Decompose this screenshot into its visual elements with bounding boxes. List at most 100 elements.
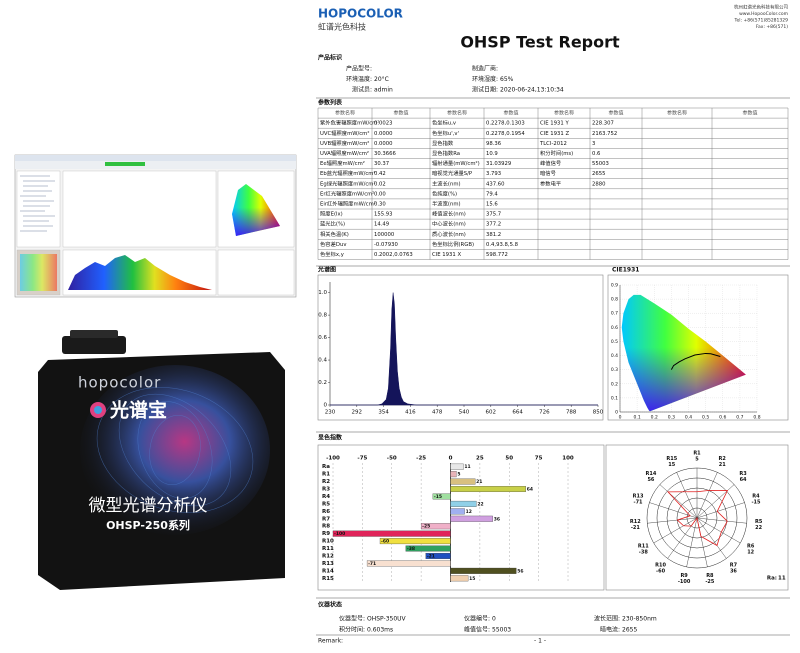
table-cell: 98.36 [486,141,502,147]
table-cell: 相关色温(K) [320,230,349,238]
product-brand: hopocolor [78,374,161,392]
table-cell: 3 [592,141,595,147]
radar-value: -25 [705,579,715,585]
table-cell: 2655 [592,171,605,177]
radar-spoke [676,472,698,519]
table-cell: 598.772 [486,252,508,258]
status-value: 55003 [492,627,511,634]
table-cell: 14.49 [374,222,389,228]
radar-value: -71 [634,499,644,505]
value-label: 36 [494,516,500,522]
x-tick-label: 0 [449,456,453,462]
bar [450,575,469,582]
field-label: 环境湿度: [472,75,498,83]
radar-label: R7 [730,563,738,569]
logo: HOPOCOLOR [318,7,403,21]
y-tick-label: R8 [322,524,330,530]
report-title: OHSP Test Report [460,33,620,52]
summary-label: Ra: [767,576,777,582]
plot-frame [605,444,789,591]
x-tick-label: 602 [486,410,497,416]
table-header: 参数值 [503,110,518,117]
status-value: 2655 [622,627,637,634]
radar-value: 12 [747,550,754,556]
table-cell: Er红光辐照度mW/cm² [320,189,374,197]
x-tick-label: 0.1 [634,415,641,421]
y-tick-label: R4 [322,494,330,500]
radar-value: -38 [639,550,649,556]
spectrum-area [330,292,598,406]
table-cell: 辐射通量(mW/cm²) [432,159,480,167]
table-cell: 色坐标x,y [320,250,344,258]
field-label: 测试员: [352,86,372,94]
value-label: 64 [527,487,533,493]
radar-spoke [696,517,727,559]
radar-spoke [659,484,698,519]
y-tick-label: 0.3 [611,367,618,373]
value-label: -100 [334,531,345,537]
value-label: -38 [407,546,415,552]
summary-value: 11 [778,576,786,582]
section-title: 产品标识 [318,54,342,62]
table-cell: 10.9 [486,151,498,157]
value-label: 15 [469,576,475,582]
x-tick-label: 25 [476,456,484,462]
y-tick-label: 0.2 [318,380,327,386]
radar-spoke [696,517,747,524]
plot-frame [317,274,604,421]
product-photo [38,330,285,590]
radar-label: R3 [739,471,747,477]
remark: Remark: [318,638,343,645]
table-cell: 色纯度(%) [432,189,457,197]
table-cell: 蓝光比(%) [320,220,345,228]
table-cell: 参数电平 [540,179,562,187]
y-tick-label: R7 [322,516,330,522]
radar-spoke [647,517,698,524]
x-tick-label: 50 [505,456,513,462]
x-tick-label: 664 [512,410,523,416]
y-tick-label: 0.1 [611,395,618,401]
y-tick-label: R2 [322,479,330,485]
y-tick-label: R5 [322,501,330,507]
radar-label: R10 [655,563,666,569]
table-cell: Eir红外辐照度mW/cm² [320,199,376,207]
y-tick-label: 0.7 [611,311,618,317]
table-cell: 15.6 [486,201,498,207]
y-tick-label: 0.6 [318,335,327,341]
radar-value: 56 [647,477,654,483]
table-cell: CIE 1931 Z [540,131,569,137]
table-cell: 375.7 [486,212,501,218]
field-value: 65% [500,76,514,83]
product-description: 微型光谱分析仪 [89,496,208,516]
radar-spoke [649,502,698,519]
table-cell: 0.0000 [374,131,393,137]
table-cell: 79.4 [486,191,498,197]
field-label: 产品型号: [346,65,372,73]
table-cell: 155.93 [374,212,393,218]
radar-spoke [653,517,698,544]
table-cell: 0.2278,0.1303 [486,121,525,127]
table-cell: 0.6 [592,151,601,157]
radar-polygon [667,489,729,547]
radar-label: R5 [755,519,763,525]
product-series: OHSP-250系列 [106,518,190,532]
bar [432,493,451,500]
table-cell: 半波宽(nm) [432,199,461,207]
table-header: 参数名称 [335,110,355,117]
radar-label: R9 [680,573,688,579]
address-line: Fax: +86(571) [756,24,788,30]
company-name: 虹谱光色科技 [318,22,366,32]
bar [450,471,457,478]
value-label: -71 [368,561,376,567]
field-label: 测试日期: [472,86,498,94]
radar-spoke [696,484,735,519]
table-cell: 暗视觉光通量S/P [432,169,473,177]
bar [425,552,451,559]
address-line: Tel: +86(571)85281329 [734,18,789,24]
value-label: 56 [517,568,523,574]
chart-title: CIE1931 [612,267,639,274]
bar [332,530,451,537]
status-value: 0 [492,616,496,623]
radar-label: R13 [633,493,644,499]
